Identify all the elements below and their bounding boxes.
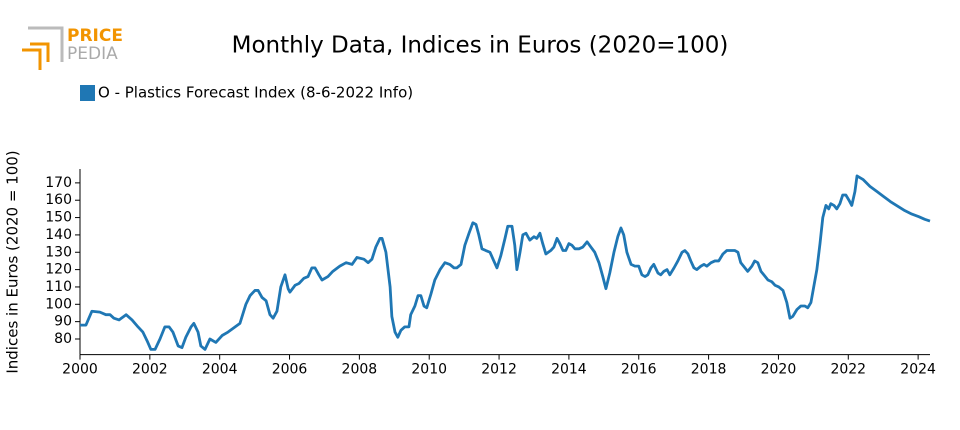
y-tick-label: 140 — [45, 227, 72, 243]
logo-frame — [28, 26, 64, 62]
y-tick-label: 110 — [45, 279, 72, 295]
y-tick-label: 120 — [45, 262, 72, 278]
logo-text: PRICE — [67, 26, 123, 46]
x-tick-label: 2010 — [411, 362, 447, 378]
y-tick-label: 150 — [45, 210, 72, 226]
y-tick-label: 90 — [54, 314, 72, 330]
x-tick-label: 2016 — [621, 362, 657, 378]
series-line — [80, 174, 931, 351]
x-tick-label: 2018 — [691, 362, 727, 378]
x-tick-label: 2024 — [900, 362, 936, 378]
x-tick-label: 2022 — [830, 362, 866, 378]
x-tick-label: 2020 — [761, 362, 797, 378]
y-tick-label: 80 — [54, 331, 72, 347]
x-tick-label: 2006 — [272, 362, 308, 378]
logo: PRICE PEDIA — [22, 26, 123, 70]
logo-text: PEDIA — [67, 44, 118, 64]
legend-swatch — [80, 85, 95, 101]
x-tick-label: 2012 — [481, 362, 517, 378]
y-axis-label: Indices in Euros (2020 = 100) — [4, 150, 22, 373]
x-tick-label: 2014 — [551, 362, 587, 378]
x-tick-label: 2004 — [202, 362, 238, 378]
y-tick-label: 100 — [45, 296, 72, 312]
x-tick-label: 2002 — [132, 362, 168, 378]
x-tick-label: 2008 — [342, 362, 378, 378]
y-tick-label: 170 — [45, 175, 72, 191]
x-tick-label: 2000 — [62, 362, 98, 378]
y-tick-label: 160 — [45, 192, 72, 208]
y-tick-label: 130 — [45, 244, 72, 260]
chart-title: Monthly Data, Indices in Euros (2020=100… — [232, 33, 729, 59]
legend-label: O - Plastics Forecast Index (8-6-2022 In… — [98, 84, 413, 102]
logo-mark — [22, 42, 50, 70]
